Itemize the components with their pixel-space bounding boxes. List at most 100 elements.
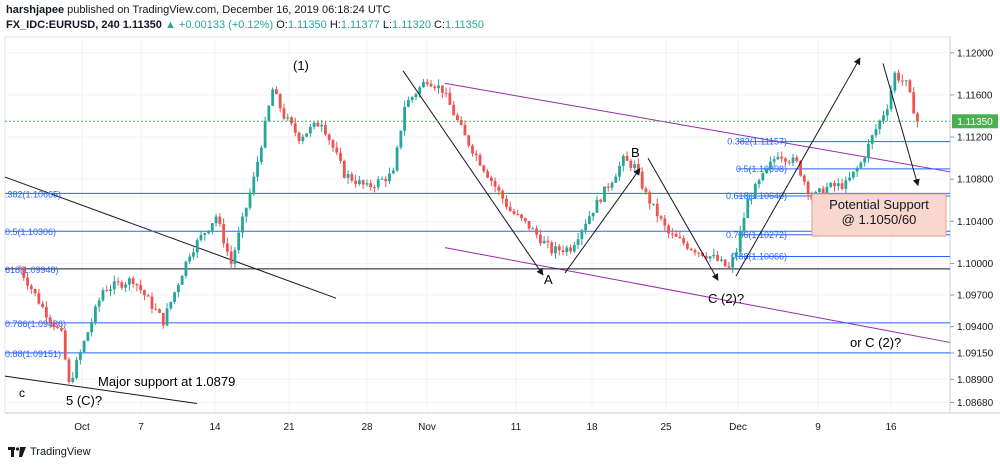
candle-body xyxy=(437,85,440,89)
channel-lower xyxy=(444,247,951,343)
candle xyxy=(467,134,471,148)
candle-body xyxy=(425,81,429,84)
candle xyxy=(391,167,395,175)
candle-body xyxy=(214,216,218,224)
candle xyxy=(335,141,339,156)
time-tick-label: 21 xyxy=(283,422,295,433)
candle-body xyxy=(531,228,535,230)
candle-body xyxy=(670,233,674,235)
candle xyxy=(373,184,376,193)
high-value: 1.11377 xyxy=(340,19,380,31)
candle xyxy=(833,180,836,192)
candle xyxy=(621,154,625,172)
candle-body xyxy=(282,108,286,119)
tradingview-footer[interactable]: TradingView xyxy=(8,446,91,458)
candle-body xyxy=(369,183,373,188)
candle xyxy=(105,285,109,292)
candle xyxy=(904,80,908,87)
candle xyxy=(512,208,516,216)
author-name[interactable]: harshjapee xyxy=(6,4,65,16)
candle xyxy=(86,331,90,342)
candle xyxy=(22,265,26,281)
candle-body xyxy=(18,268,22,270)
price-tag-background xyxy=(952,114,998,129)
candle xyxy=(165,303,169,327)
price-tick-label: 1.11600 xyxy=(957,90,993,101)
candle xyxy=(18,265,22,270)
price-change: ▲ +0.00133 (+0.12%) xyxy=(164,19,274,31)
candle xyxy=(395,145,399,173)
candle-body xyxy=(67,359,71,382)
candle xyxy=(527,220,531,232)
price-axis[interactable]: 1.12000 1.11600 1.11200 1.10800 1.10400 1.100… xyxy=(950,48,994,409)
fib-level-label: 0.786(1.09436) xyxy=(5,319,66,329)
candle-body xyxy=(116,281,120,283)
low-value: 1.11320 xyxy=(392,19,431,31)
candle xyxy=(780,151,784,163)
candle-body xyxy=(463,124,467,136)
open-label: O: xyxy=(276,19,288,31)
candle-body xyxy=(29,285,33,290)
time-tick-label: Dec xyxy=(729,422,747,433)
candle xyxy=(150,292,154,314)
candle xyxy=(614,173,618,183)
candle xyxy=(135,283,139,292)
candle xyxy=(275,86,278,95)
candle-body xyxy=(693,250,697,253)
candle-body xyxy=(686,243,689,249)
support-text-line2: @ 1.1050/60 xyxy=(842,212,917,227)
candle-body xyxy=(520,214,523,219)
candle-body xyxy=(855,167,859,172)
time-tick-label: 14 xyxy=(209,422,221,433)
candle xyxy=(56,325,60,330)
candle-body xyxy=(82,340,86,352)
candle xyxy=(71,372,75,384)
publish-info: published on TradingView.com, December 1… xyxy=(67,4,391,16)
candle-body xyxy=(440,85,444,93)
candle-body xyxy=(365,183,369,185)
candle-body xyxy=(422,81,425,88)
symbol-label[interactable]: FX_IDC:EURUSD, 240 xyxy=(6,19,120,31)
candle xyxy=(188,253,192,265)
candle xyxy=(550,240,554,256)
time-tick-label: 28 xyxy=(361,422,373,433)
candle xyxy=(738,225,742,257)
candle-body xyxy=(799,160,802,176)
candle xyxy=(233,247,237,269)
candle-body xyxy=(501,190,505,199)
candle-body xyxy=(897,72,901,81)
price-tick-label: 1.11200 xyxy=(957,133,993,144)
candle xyxy=(791,153,795,167)
candle xyxy=(297,131,301,145)
time-axis[interactable]: Oct 7 14 21 28 Nov 11 18 25 Dec 9 16 xyxy=(74,422,897,433)
candle-body xyxy=(218,216,222,225)
price-tick-label: 1.10400 xyxy=(957,217,994,228)
candle xyxy=(795,155,799,163)
candle-body xyxy=(565,247,569,253)
candle xyxy=(802,173,806,186)
candle-body xyxy=(546,240,550,243)
candle-body xyxy=(278,94,282,109)
candle-body xyxy=(391,170,395,174)
candle xyxy=(210,222,214,235)
support-text-line1: Potential Support xyxy=(829,197,929,212)
candle xyxy=(131,276,135,288)
trendline-lower xyxy=(4,375,198,405)
candle xyxy=(836,178,840,191)
candle-body xyxy=(874,129,878,136)
time-tick-label: Oct xyxy=(74,422,90,433)
candle xyxy=(667,223,670,239)
candle-body xyxy=(482,165,486,172)
candle-body xyxy=(610,182,614,188)
candle-body xyxy=(704,255,708,259)
candle xyxy=(863,156,867,167)
candle xyxy=(565,245,569,257)
candle-body xyxy=(780,156,784,159)
fib-retrace-label: 0.382(1.11157) xyxy=(727,137,787,147)
candle xyxy=(143,289,146,301)
candle xyxy=(523,217,527,224)
price-tag-value: 1.11350 xyxy=(957,117,993,128)
candle-body xyxy=(701,252,704,256)
candle-body xyxy=(127,278,131,285)
